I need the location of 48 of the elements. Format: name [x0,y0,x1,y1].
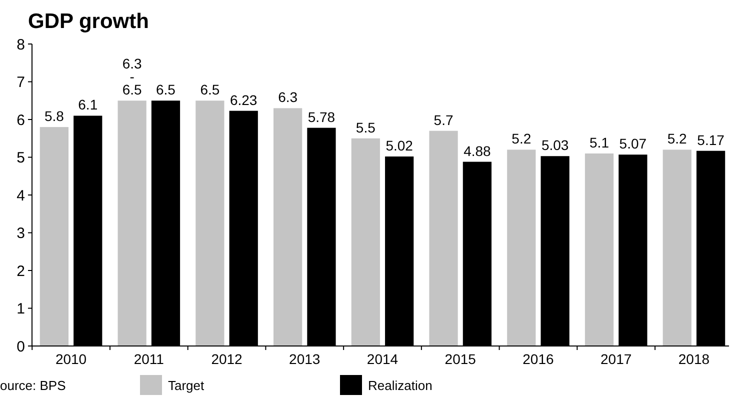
data-label: 5.07 [619,136,647,152]
y-tick-label: 7 [16,74,25,91]
data-label: 6.3 [278,89,298,106]
data-label: 6.23 [230,92,258,108]
bar [584,153,614,346]
data-label: 5.7 [434,112,454,128]
y-tick-label: 1 [16,300,25,318]
y-tick-label: 6 [16,112,25,129]
bar [196,100,224,346]
x-tick-label: 2017 [600,351,632,367]
bar [662,150,692,346]
bar [351,138,380,346]
data-label: 6.5 [200,82,220,98]
data-label: 5.8 [44,108,64,124]
x-tick-label: 2011 [134,351,164,367]
text: ource: BPS [0,378,66,393]
data-label: 5.5 [356,119,376,136]
data-label: 6.1 [78,96,98,113]
bar [429,130,458,346]
data-label: 5.02 [386,137,414,154]
x-tick-label: 2010 [55,351,87,367]
data-label: 5.2 [512,130,532,147]
bar [507,150,536,346]
data-label: 5.1 [590,134,610,150]
y-tick-label: 3 [16,225,25,242]
y-tick-label: 8 [16,36,25,54]
data-label: 5.03 [541,137,569,154]
chart-title: GDP growth [28,10,149,33]
y-tick-label: 2 [16,262,25,280]
data-label: 4.88 [464,142,492,159]
data-label: 5.2 [667,130,688,147]
y-tick-label: 0 [16,338,25,356]
data-label: 5.78 [308,108,336,125]
y-tick-label: 4 [16,187,25,204]
x-tick-label: 2012 [211,351,243,367]
x-tick-label: 2013 [289,351,320,367]
x-tick-label: 2015 [444,351,476,367]
bar [118,100,146,346]
x-tick-label: 2016 [522,351,554,367]
legend-label: Target [168,378,205,393]
y-tick-label: 5 [16,150,25,166]
data-label: 6.5 [156,82,176,98]
x-tick-label: 2014 [366,351,398,367]
legend-label: Realization [368,378,432,393]
bar [40,127,69,346]
x-tick-label: 2018 [678,351,710,367]
bar [273,108,302,346]
data-label: 5.17 [697,132,725,148]
